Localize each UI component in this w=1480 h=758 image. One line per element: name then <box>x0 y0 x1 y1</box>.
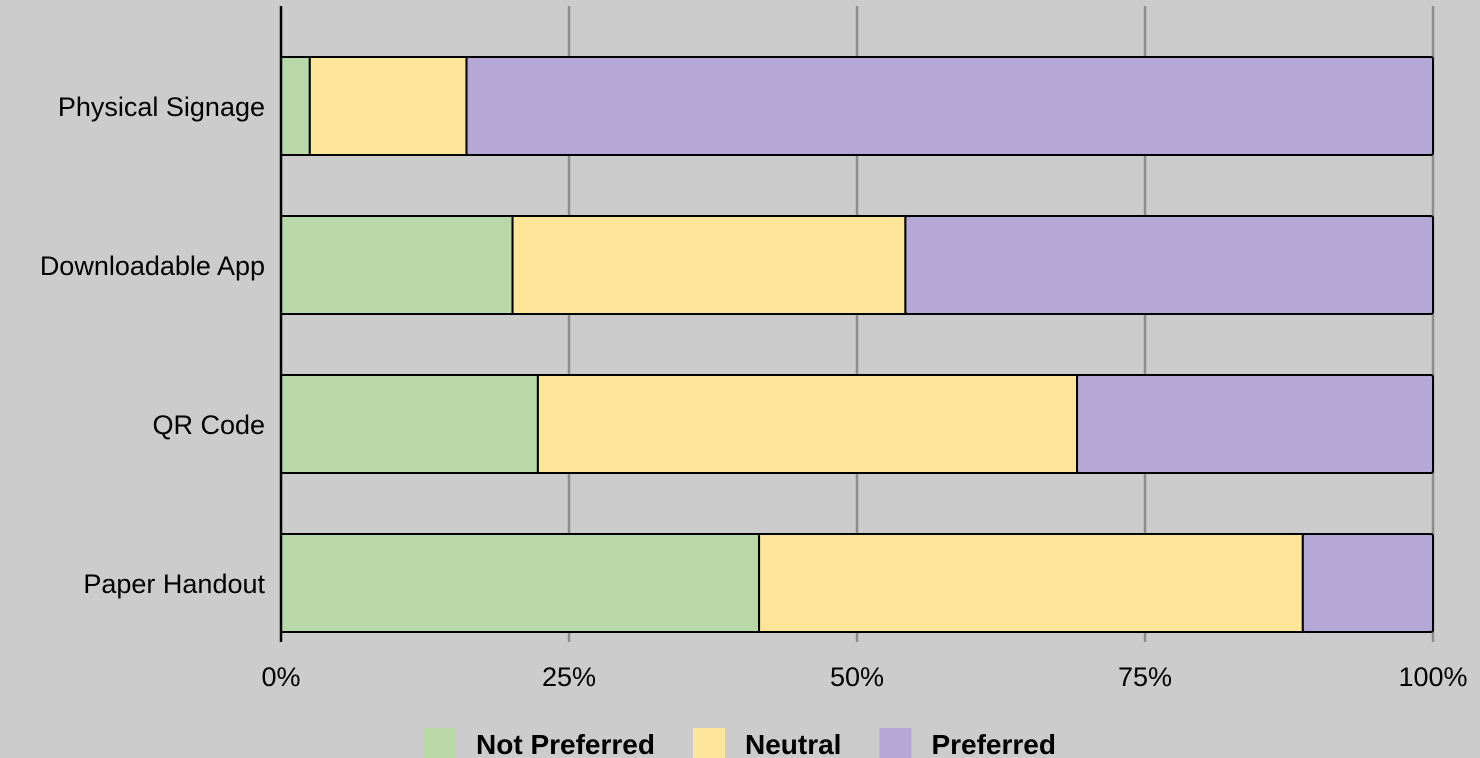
bar-downloadable-app-not-preferred <box>280 215 514 315</box>
x-tick-label-0: 0% <box>261 662 300 692</box>
category-label-paper-handout: Paper Handout <box>83 569 265 599</box>
bar-qr-code-not-preferred <box>280 374 539 474</box>
bar-paper-handout-preferred <box>1301 533 1434 633</box>
bar-physical-signage-neutral <box>308 56 468 156</box>
bar-physical-signage-preferred <box>465 56 1434 156</box>
legend-swatch-preferred <box>879 728 912 758</box>
x-tick-labels: 0% 25% 50% 75% 100% <box>261 662 1467 692</box>
bar-paper-handout-not-preferred <box>280 533 761 633</box>
bars <box>280 56 1434 633</box>
legend-label-not-preferred: Not Preferred <box>476 729 655 758</box>
category-label-qr-code: QR Code <box>152 410 265 440</box>
legend-label-preferred: Preferred <box>931 729 1056 758</box>
x-tick-label-1: 25% <box>542 662 596 692</box>
bar-physical-signage-not-preferred <box>280 56 311 156</box>
category-label-physical-signage: Physical Signage <box>58 92 265 122</box>
legend-label-neutral: Neutral <box>745 729 841 758</box>
legend-swatch-not-preferred <box>424 728 457 758</box>
bar-qr-code-neutral <box>536 374 1079 474</box>
bar-paper-handout-neutral <box>758 533 1304 633</box>
x-tick-label-3: 75% <box>1118 662 1172 692</box>
bar-downloadable-app-neutral <box>511 215 907 315</box>
category-labels: Physical Signage Downloadable App QR Code P… <box>40 92 266 599</box>
bar-downloadable-app-preferred <box>904 215 1434 315</box>
x-tick-label-4: 100% <box>1398 662 1467 692</box>
category-label-downloadable-app: Downloadable App <box>40 251 265 281</box>
legend-swatch-neutral <box>692 728 725 758</box>
x-tick-label-2: 50% <box>830 662 884 692</box>
bar-qr-code-preferred <box>1076 374 1434 474</box>
legend: Not Preferred Neutral Preferred <box>424 728 1056 758</box>
